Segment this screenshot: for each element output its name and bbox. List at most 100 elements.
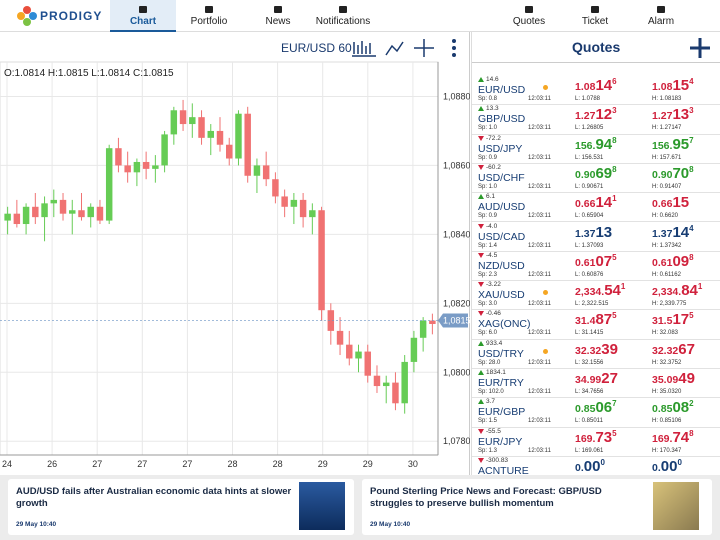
spread: Sp: 102.0 <box>478 389 504 395</box>
price[interactable]: 0.85067 <box>575 399 617 417</box>
symbol: USD/CHF <box>478 171 525 184</box>
price[interactable]: 0.90698 <box>575 165 617 183</box>
symbol: USD/JPY <box>478 142 523 155</box>
time: 12:03:11 <box>528 183 551 190</box>
price[interactable]: 1.27133 <box>652 106 694 124</box>
price-pre: 2,334. <box>575 286 605 299</box>
price[interactable]: 1.27123 <box>575 106 617 124</box>
low: L: 31.1415 <box>575 330 604 337</box>
add-button[interactable] <box>688 36 712 60</box>
quote-row[interactable]: 13.3 GBP/USD Sp: 1.0 12:03:11 1.27123 1.27133… <box>472 105 720 135</box>
candle-body <box>50 199 58 204</box>
high: H: 0.6620 <box>652 213 679 220</box>
quote-row[interactable]: 933.4 USD/TRY Sp: 28.0 12:03:11 32.3239 32.32… <box>472 340 720 369</box>
price-pre: 0. <box>652 461 661 474</box>
price[interactable]: 0.61098 <box>652 253 694 271</box>
symbol: USD/TRY <box>478 347 524 360</box>
high: H: 2,339.775 <box>652 301 687 308</box>
price[interactable]: 0.61075 <box>575 253 617 271</box>
price-pre: 156. <box>652 139 673 152</box>
spread: Sp: 1.0 <box>478 183 498 190</box>
thumbnail <box>653 482 699 530</box>
nav-tab[interactable]: Alarm <box>632 0 690 32</box>
candle-body <box>59 199 67 214</box>
price[interactable]: 1.37144 <box>652 224 694 242</box>
time: 12:03:11 <box>528 447 551 454</box>
y-tick-label: 1,0820 <box>443 298 470 308</box>
change: 933.4 <box>486 339 503 347</box>
news-card[interactable]: Pound Sterling Price News and Forecast: … <box>362 479 712 535</box>
price[interactable]: 32.3267 <box>652 341 695 359</box>
price[interactable]: 1.08146 <box>575 77 617 95</box>
quote-row[interactable]: -72.2 USD/JPY Sp: 0.9 12:03:11 156.948 156.95… <box>472 135 720 164</box>
symbol[interactable]: EUR/USD 60 <box>281 41 352 55</box>
price[interactable]: 0.66141 <box>575 194 617 212</box>
candle-body <box>179 110 187 125</box>
price[interactable]: 169.735 <box>575 429 617 447</box>
tab-label: Portfolio <box>190 16 228 27</box>
price[interactable]: 2,334.841 <box>652 282 702 300</box>
quote-row[interactable]: 14.6 EUR/USD Sp: 0.8 12:03:11 1.08146 1.08154… <box>472 76 720 106</box>
nav-tab[interactable]: Ticket <box>566 0 624 32</box>
price[interactable]: 1.08154 <box>652 77 694 95</box>
logo-icon <box>17 6 37 26</box>
price[interactable]: 32.3239 <box>575 341 618 359</box>
nav-tab[interactable]: Chart <box>110 0 176 32</box>
candle-body <box>355 351 362 359</box>
high: H: 32.3752 <box>652 359 682 366</box>
price[interactable]: 31.5175 <box>652 311 694 329</box>
price[interactable]: 31.4875 <box>575 311 617 329</box>
chart-tools[interactable] <box>350 36 465 60</box>
quote-row[interactable]: -4.5 NZD/USD Sp: 2.3 12:03:11 0.61075 0.61098… <box>472 252 720 282</box>
nav-tab[interactable]: News <box>245 0 311 32</box>
low: L: 0.65904 <box>575 213 604 220</box>
quote-row[interactable]: -0.46 XAG(ONC) Sp: 6.0 12:03:11 31.4875 31.51… <box>472 310 720 340</box>
top-nav: PRODIGY Chart Portfolio News Notifications Q… <box>0 0 720 32</box>
candle-body <box>309 210 316 218</box>
price[interactable]: 0.6615 <box>652 194 689 212</box>
price-big: 14 <box>595 194 613 212</box>
nav-tab[interactable]: Quotes <box>500 0 558 32</box>
candlestick-chart: 24 26 27 27 27 28 28 29 29 30 1,0780 1,0800 1,0820 1,… <box>0 61 470 469</box>
news-card[interactable]: AUD/USD fails after Australian economic … <box>8 479 354 535</box>
symbol: XAU/USD <box>478 289 525 302</box>
time: 12:03:11 <box>528 154 551 161</box>
spread: Sp: 0.9 <box>478 213 498 220</box>
tab-icon <box>591 6 599 13</box>
candle-body <box>401 361 408 404</box>
candle-body <box>4 213 11 221</box>
price[interactable]: 1.3713 <box>575 224 612 242</box>
price[interactable]: 169.748 <box>652 429 694 447</box>
nav-tab[interactable]: Portfolio <box>176 0 242 32</box>
low: L: 1.26805 <box>575 125 604 132</box>
price-sup: 1 <box>697 282 703 292</box>
price[interactable]: 0.85082 <box>652 399 694 417</box>
price[interactable]: 34.9927 <box>575 370 618 388</box>
price-sup: 8 <box>612 135 617 145</box>
x-tick-label: 30 <box>408 459 418 469</box>
price[interactable]: 0.000 <box>652 458 682 475</box>
price[interactable]: 2,334.541 <box>575 282 625 300</box>
headline: Pound Sterling Price News and Forecast: … <box>370 486 602 509</box>
change: 13.3 <box>486 105 499 113</box>
price-sup: 7 <box>689 135 694 145</box>
quote-row[interactable]: 1834.1 EUR/TRY Sp: 102.0 12:03:11 34.9927 35.… <box>472 369 720 399</box>
quote-row[interactable]: -55.5 EUR/JPY Sp: 1.3 12:03:11 169.735 169.74… <box>472 428 720 457</box>
quote-row[interactable]: 6.1 AUD/USD Sp: 0.9 12:03:11 0.66141 0.6615 L:… <box>472 193 720 223</box>
nav-tab[interactable]: Notifications <box>310 0 376 32</box>
quote-row[interactable]: -60.2 USD/CHF Sp: 1.0 12:03:11 0.90698 0.9070… <box>472 164 720 194</box>
price[interactable]: 156.957 <box>652 136 694 154</box>
price[interactable]: 156.948 <box>575 136 617 154</box>
price[interactable]: 0.90708 <box>652 165 694 183</box>
news-bar: AUD/USD fails after Australian economic … <box>0 475 720 540</box>
price[interactable]: 0.000 <box>575 458 605 475</box>
quote-row[interactable]: -4.0 USD/CAD Sp: 1.4 12:03:11 1.3713 1.37144 L… <box>472 223 720 252</box>
quote-row[interactable]: -3.22 XAU/USD Sp: 3.0 12:03:11 2,334.541 2,33… <box>472 281 720 311</box>
quote-row[interactable]: -300.83 ACNTURE 0.000 0.000 <box>472 457 720 475</box>
low: L: 32.1556 <box>575 359 604 366</box>
change: 1834.1 <box>486 369 506 376</box>
price-pre: 169. <box>575 432 596 445</box>
price[interactable]: 35.0949 <box>652 370 695 388</box>
quote-row[interactable]: 3.7 EUR/GBP Sp: 1.5 12:03:11 0.85067 0.85082 L… <box>472 398 720 428</box>
